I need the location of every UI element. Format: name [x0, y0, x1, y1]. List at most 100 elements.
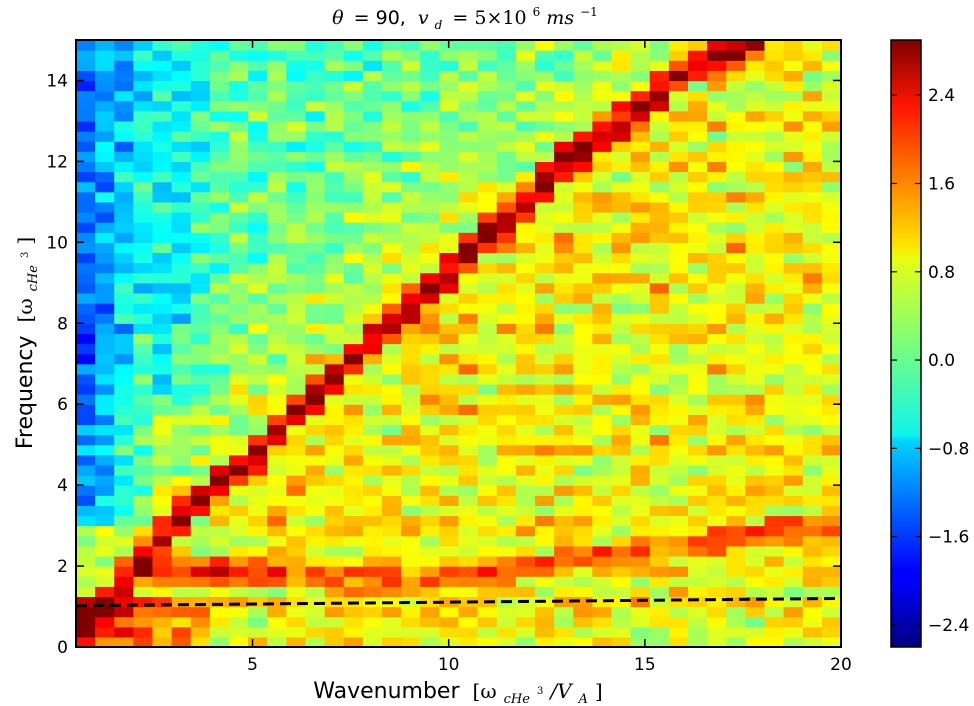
heatmap-cell: [152, 606, 173, 618]
heatmap-cell: [286, 211, 307, 223]
heatmap-cell: [76, 191, 96, 203]
heatmap-cell: [343, 545, 364, 557]
heatmap-cell: [305, 100, 326, 112]
heatmap-cell: [267, 282, 287, 294]
heatmap-cell: [496, 383, 517, 395]
heatmap-cell: [783, 292, 804, 304]
heatmap-cell: [209, 485, 230, 496]
heatmap-cell: [592, 232, 613, 243]
heatmap-cell: [745, 383, 766, 395]
heatmap-cell: [401, 606, 421, 618]
heatmap-cell: [133, 626, 154, 638]
heatmap-cell: [554, 110, 574, 122]
heatmap-cell: [76, 201, 96, 213]
heatmap-cell: [802, 171, 823, 183]
heatmap-cell: [764, 555, 785, 567]
heatmap-cell: [305, 636, 326, 648]
heatmap-cell: [114, 110, 134, 122]
heatmap-cell: [382, 454, 402, 466]
heatmap-cell: [535, 626, 555, 638]
heatmap-cell: [190, 120, 211, 132]
heatmap-cell: [95, 404, 115, 415]
heatmap-cell: [229, 505, 249, 517]
heatmap-cell: [324, 495, 345, 506]
heatmap-cell: [745, 414, 766, 426]
heatmap-cell: [382, 161, 402, 173]
heatmap-cell: [745, 525, 766, 537]
heatmap-cell: [496, 70, 517, 82]
heatmap-cell: [496, 90, 517, 102]
heatmap-cell: [190, 272, 211, 284]
heatmap-cell: [114, 616, 134, 628]
heatmap-cell: [515, 40, 536, 51]
heatmap-cell: [802, 495, 823, 506]
heatmap-cell: [305, 292, 326, 304]
heatmap-cell: [745, 181, 766, 193]
heatmap-cell: [764, 120, 785, 132]
heatmap-cell: [267, 201, 287, 213]
heatmap-cell: [496, 363, 517, 375]
heatmap-cell: [420, 60, 440, 71]
heatmap-cell: [114, 353, 134, 365]
heatmap-cell: [573, 282, 593, 294]
heatmap-cell: [248, 434, 268, 446]
heatmap-cell: [133, 636, 154, 648]
heatmap-cell: [668, 444, 689, 456]
heatmap-cell: [668, 404, 689, 415]
heatmap-cell: [171, 626, 192, 638]
heatmap-cell: [362, 120, 383, 132]
heatmap-cell: [688, 323, 708, 334]
heatmap-cell: [592, 161, 613, 173]
heatmap-cell: [171, 201, 192, 213]
heatmap-cell: [477, 636, 498, 648]
heatmap-cell: [267, 555, 287, 567]
heatmap-cell: [688, 282, 708, 294]
heatmap-cell: [152, 464, 173, 476]
heatmap-cell: [248, 373, 268, 385]
heatmap-cell: [668, 383, 689, 395]
heatmap-cell: [248, 475, 268, 486]
heatmap-cell: [267, 181, 287, 193]
heatmap-cell: [171, 363, 192, 375]
heatmap-cell: [554, 495, 574, 506]
heatmap-cell: [324, 404, 345, 415]
heatmap-cell: [229, 222, 249, 233]
heatmap-cell: [267, 464, 287, 476]
heatmap-cell: [592, 424, 613, 436]
heatmap-cell: [745, 120, 766, 132]
heatmap-cell: [305, 586, 326, 598]
heatmap-cell: [133, 151, 154, 162]
heatmap-cell: [764, 515, 785, 527]
heatmap-cell: [343, 424, 364, 436]
heatmap-cell: [821, 566, 842, 577]
heatmap-cell: [324, 363, 345, 375]
heatmap-cell: [496, 282, 517, 294]
heatmap-cell: [764, 131, 785, 142]
heatmap-cell: [477, 232, 498, 243]
heatmap-cell: [152, 515, 173, 527]
heatmap-cell: [554, 161, 574, 173]
heatmap-cell: [477, 282, 498, 294]
heatmap-cell: [439, 535, 460, 547]
heatmap-cell: [535, 343, 555, 355]
heatmap-cell: [209, 242, 230, 254]
heatmap-cell: [573, 201, 593, 213]
heatmap-cell: [95, 151, 115, 162]
heatmap-cell: [745, 616, 766, 628]
heatmap-cell: [573, 404, 593, 415]
heatmap-cell: [554, 60, 574, 71]
heatmap-cell: [171, 262, 192, 274]
heatmap-cell: [630, 555, 651, 567]
heatmap-cell: [554, 404, 574, 415]
heatmap-cell: [362, 333, 383, 345]
heatmap-cell: [152, 181, 173, 193]
heatmap-cell: [286, 201, 307, 213]
heatmap-cell: [229, 555, 249, 567]
heatmap-cell: [152, 495, 173, 506]
heatmap-cell: [783, 181, 804, 193]
heatmap-cell: [764, 475, 785, 486]
heatmap-cell: [305, 232, 326, 243]
heatmap-cell: [190, 323, 211, 334]
heatmap-cell: [573, 90, 593, 102]
heatmap-cell: [362, 90, 383, 102]
